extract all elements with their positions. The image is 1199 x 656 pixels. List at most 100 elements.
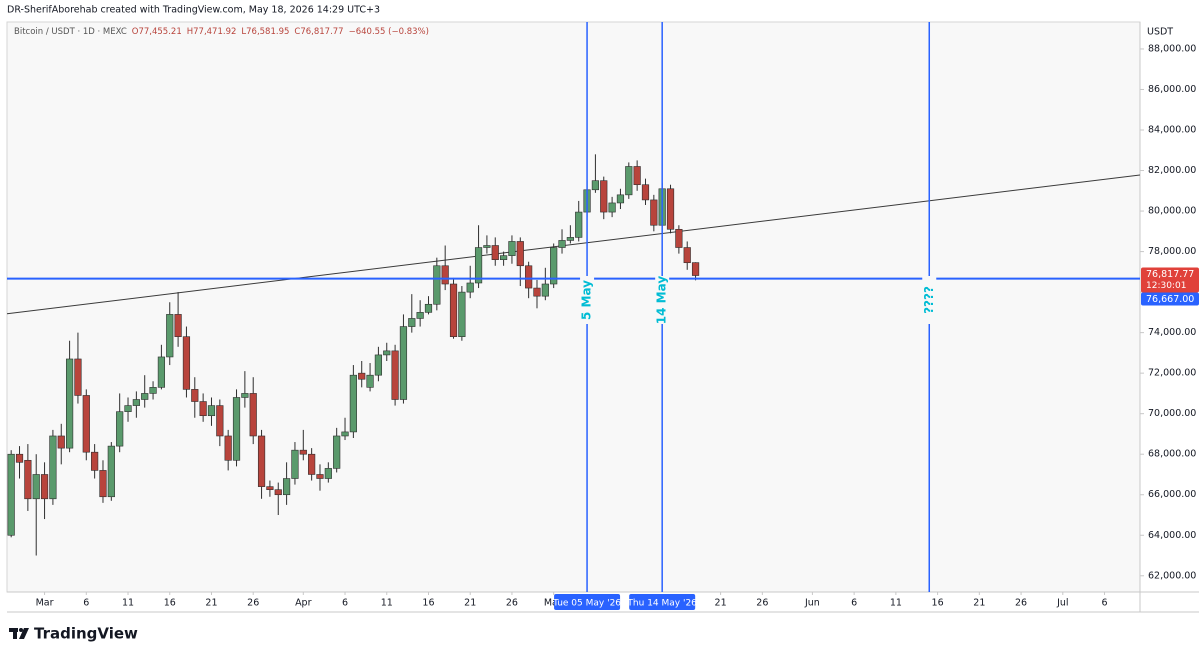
candle-body <box>157 356 166 388</box>
y-tick-label: 72,000.00 <box>1148 368 1196 379</box>
crosshair-date-label: Thu 14 May '26 <box>626 599 697 609</box>
x-tick-label: 26 <box>756 598 768 609</box>
candle-body <box>508 241 516 256</box>
y-tick-label: 80,000.00 <box>1148 206 1196 217</box>
x-tick-label: 26 <box>506 598 518 609</box>
overlay-layer: 62,000.00 64,000.00 66,000.00 68,000.00 70,0… <box>36 43 1199 610</box>
candle-body <box>82 395 90 453</box>
x-tick-label: Mar <box>36 598 54 609</box>
candle-body <box>166 314 174 358</box>
candle-body <box>600 180 608 213</box>
x-tick-label: 16 <box>932 598 944 609</box>
candle-body <box>282 478 291 496</box>
candle-body <box>633 166 641 186</box>
candle-body <box>374 354 383 376</box>
candle-body <box>541 283 549 297</box>
x-tick-label: May <box>544 598 564 609</box>
legend-open: O77,455.21 <box>132 27 182 37</box>
candle-body <box>299 449 307 455</box>
candle-body <box>216 405 224 437</box>
candle-body <box>32 474 40 500</box>
candle-body <box>174 314 182 337</box>
candle-body <box>65 358 74 449</box>
candle-body <box>349 374 357 433</box>
x-tick-label: 11 <box>122 598 134 609</box>
y-tick-label: 86,000.00 <box>1148 84 1196 95</box>
y-tick-label: 66,000.00 <box>1148 489 1196 500</box>
candle-body <box>241 393 249 398</box>
candle-body <box>74 358 82 396</box>
hline-label-box <box>1141 292 1199 306</box>
candle-body <box>608 202 616 213</box>
candle-body <box>441 265 449 285</box>
footer-brand: TradingView <box>34 625 138 643</box>
price-label: 76,817.77 <box>1146 269 1194 280</box>
x-tick-label: 26 <box>247 598 259 609</box>
trend-line <box>7 174 1140 315</box>
candle-body <box>533 287 541 297</box>
candle-body <box>91 451 99 471</box>
y-tick-label: 68,000.00 <box>1148 449 1196 460</box>
vertical-line-label-bg <box>922 276 937 324</box>
candle-body <box>224 435 232 461</box>
candle-body <box>650 199 658 226</box>
candle-body <box>249 393 257 437</box>
candle-body <box>341 431 349 437</box>
logo-stem <box>13 628 17 639</box>
price-countdown: 12:30:01 <box>1146 281 1186 291</box>
x-tick-label: 6 <box>83 598 89 609</box>
candle-body <box>358 372 366 380</box>
candle-body <box>433 265 441 305</box>
candle-body <box>132 399 140 406</box>
candle-body <box>474 247 483 284</box>
candle-body <box>257 435 266 487</box>
candle-body <box>691 262 700 276</box>
plot-area <box>6 21 1141 593</box>
candle-body <box>558 240 566 248</box>
vertical-line-label: ???? <box>922 286 936 314</box>
candle-body <box>99 470 107 498</box>
candle-body <box>416 312 424 319</box>
candle-body <box>616 194 625 204</box>
candle-body <box>366 374 374 388</box>
candle-body <box>40 474 49 500</box>
legend-change: −640.55 (−0.83%) <box>349 27 429 37</box>
candle-body <box>525 265 533 289</box>
candle-body <box>449 283 458 337</box>
header-title: DR-SherifAborehab created with TradingVi… <box>7 5 380 16</box>
candle-body <box>675 228 683 248</box>
candle-body <box>408 318 416 327</box>
candle-body <box>666 188 675 230</box>
candle-body <box>566 237 574 241</box>
candle-body <box>324 468 332 479</box>
y-tick-label: 64,000.00 <box>1148 530 1196 541</box>
vertical-line-label-bg <box>655 276 670 324</box>
x-tick-label: 6 <box>851 598 857 609</box>
candle-body <box>116 411 124 447</box>
x-tick-label: Jul <box>1056 598 1068 609</box>
candle-body <box>191 389 199 402</box>
candle-body <box>141 393 149 400</box>
candle-body <box>333 435 341 469</box>
candle-body <box>107 445 115 498</box>
y-tick-label: 88,000.00 <box>1148 43 1196 54</box>
legend-high: H77,471.92 <box>187 27 237 37</box>
candle-body <box>391 350 399 400</box>
candle-body <box>57 435 65 449</box>
y-tick-label: 62,000.00 <box>1148 570 1196 581</box>
candle-body <box>15 453 24 463</box>
logo-slant <box>19 628 29 639</box>
candle-body <box>124 405 132 412</box>
y-tick-label: 70,000.00 <box>1148 408 1196 419</box>
y-tick-label: 84,000.00 <box>1148 125 1196 136</box>
candle-body <box>291 449 299 479</box>
x-tick-label: 21 <box>464 598 476 609</box>
x-tick-label: 11 <box>890 598 902 609</box>
y-tick-label: 82,000.00 <box>1148 165 1196 176</box>
candle-body <box>182 336 191 390</box>
candle-body <box>207 405 216 417</box>
x-tick-label: Apr <box>295 598 312 609</box>
candle-body <box>49 435 57 500</box>
candle-body <box>683 247 691 264</box>
